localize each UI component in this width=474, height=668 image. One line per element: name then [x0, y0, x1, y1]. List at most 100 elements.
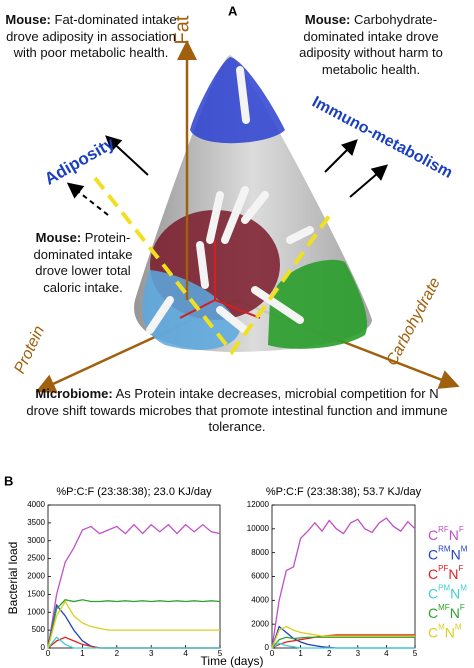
legend-text: C [428, 624, 438, 640]
legend-text: C [428, 566, 438, 582]
note-subject: Mouse: [5, 12, 51, 27]
legend-text: N [445, 624, 455, 640]
x-tick-label: 1 [80, 649, 85, 658]
legend-text: C [428, 605, 438, 621]
note-text: Protein-dominated intake drove lower tot… [33, 230, 133, 295]
arrow [349, 164, 389, 198]
y-tick-label: 1000 [27, 607, 45, 616]
microbiome-note: Microbiome: As Protein intake decreases,… [22, 386, 452, 436]
legend-superscript: MF [438, 603, 450, 612]
series-line [271, 634, 415, 649]
x-tick-label: 4 [384, 649, 389, 658]
x-tick-label: 3 [149, 649, 154, 658]
note-subject: Mouse: [304, 12, 351, 27]
x-tick-label: 0 [270, 649, 275, 658]
y-tick-label: 6000 [251, 572, 269, 581]
legend-text: C [428, 546, 438, 562]
series-line [271, 517, 416, 649]
legend-text: C [428, 527, 438, 543]
y-tick-label: 2000 [27, 572, 45, 581]
note-text: As Protein intake decreases, microbial c… [26, 386, 448, 434]
y-axis-label: Bacterial load [6, 542, 20, 615]
arrow [66, 182, 109, 216]
legend-entry: CRMNM [428, 545, 468, 563]
legend-superscript: PF [438, 564, 448, 573]
legend-superscript: F [458, 564, 463, 573]
legend-superscript: RF [438, 525, 449, 534]
legend-text: C [428, 585, 438, 601]
note-subject: Mouse: [35, 230, 82, 245]
x-tick-label: 0 [46, 649, 51, 658]
note-text: Fat-dominated intake drove adiposity in … [6, 12, 177, 60]
fat-note: Mouse: Fat-dominated intake drove adipos… [2, 12, 180, 62]
axis-label: Carbohydrate [383, 275, 444, 369]
panel-label: A [228, 3, 238, 18]
y-tick-label: 10000 [247, 524, 270, 533]
fat-region [190, 57, 285, 144]
y-tick-label: 1500 [27, 589, 45, 598]
series-line [47, 636, 220, 649]
series-line [47, 636, 220, 649]
carbohydrate-region [268, 259, 368, 349]
y-tick-label: 3000 [27, 536, 45, 545]
yellow-guides [93, 176, 334, 356]
series-line [271, 642, 415, 649]
y-tick-label: 2500 [27, 554, 45, 563]
legend-entry: CPFNF [428, 564, 463, 582]
legend-text: N [450, 605, 460, 621]
chart-title: %P:C:F (23:38:38); 53.7 KJ/day [266, 486, 422, 498]
y-tick-label: 500 [32, 625, 46, 634]
y-tick-label: 8000 [251, 548, 269, 557]
x-tick-label: 3 [356, 649, 361, 658]
legend-superscript: M [455, 623, 462, 632]
axis-label: Protein [11, 323, 48, 376]
series-line [47, 523, 221, 649]
series-line [271, 625, 415, 649]
x-tick-label: 4 [183, 649, 188, 658]
y-tick-label: 4000 [251, 595, 269, 604]
legend-superscript: M [461, 545, 468, 554]
x-tick-label: 2 [327, 649, 332, 658]
x-tick-label: 5 [218, 649, 223, 658]
protein-region [142, 270, 240, 350]
legend-superscript: M [438, 623, 445, 632]
legend-superscript: PM [438, 584, 450, 593]
x-tick-label: 5 [413, 649, 418, 658]
y-tick-label: 3500 [27, 518, 45, 527]
panel-label: B [4, 473, 13, 488]
legend-superscript: F [459, 525, 464, 534]
legend-entry: CRFNF [428, 525, 464, 543]
axis-label: Fat [171, 15, 193, 44]
legend-entry: CMFNF [428, 603, 465, 621]
plot-frame [47, 504, 221, 649]
legend-text: N [449, 527, 459, 543]
legend-superscript: RM [438, 545, 451, 554]
arrow-label: Adiposity [41, 133, 118, 188]
series-line [271, 636, 415, 649]
y-tick-label: 0 [41, 643, 46, 652]
legend-entry: CMNM [428, 623, 462, 641]
protein-note: Mouse: Protein-dominated intake drove lo… [20, 230, 146, 296]
simulation-traces [146, 66, 314, 334]
legend-superscript: F [460, 603, 465, 612]
arrow [105, 135, 149, 176]
arrow [324, 139, 358, 173]
legend-text: N [451, 546, 461, 562]
x-tick-label: 2 [115, 649, 120, 658]
series-line [47, 600, 220, 649]
y-tick-label: 0 [265, 643, 270, 652]
legend-entry: CPMNM [428, 584, 467, 602]
y-tick-label: 12000 [247, 500, 270, 509]
y-tick-label: 4000 [27, 500, 45, 509]
y-tick-label: 2000 [251, 619, 269, 628]
series-line [47, 599, 221, 649]
note-text: Carbohydrate-dominated intake drove adip… [299, 12, 443, 77]
legend-superscript: M [460, 584, 467, 593]
x-axis-label: Time (days) [201, 654, 264, 668]
chart-title: %P:C:F (23:38:38); 23.0 KJ/day [56, 486, 212, 498]
legend-text: N [450, 585, 460, 601]
series-line [47, 603, 220, 649]
legend-text: N [448, 566, 458, 582]
